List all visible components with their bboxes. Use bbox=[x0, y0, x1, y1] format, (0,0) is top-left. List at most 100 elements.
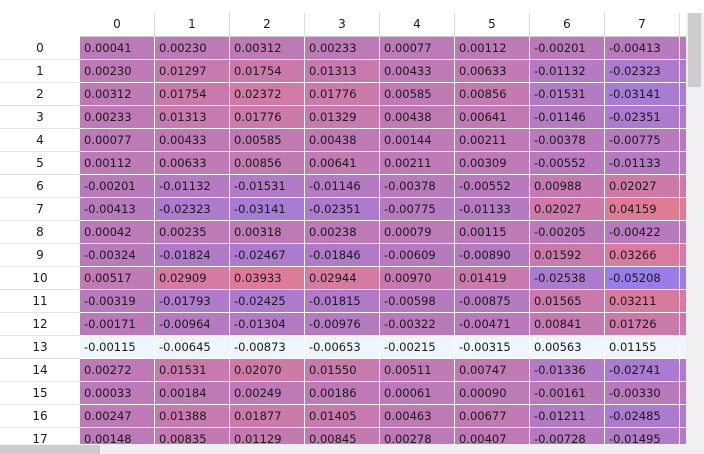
row-header[interactable]: 11 bbox=[0, 290, 80, 313]
table-row[interactable]: 3 0.00233 0.01313 0.01776 0.01329 0.00438 0.00… bbox=[0, 106, 686, 129]
table-cell[interactable]: -0.01133 bbox=[605, 152, 680, 175]
table-cell[interactable]: -0.00552 bbox=[455, 175, 530, 198]
table-cell[interactable]: 0.02070 bbox=[230, 359, 305, 382]
table-cell[interactable]: 0.00230 bbox=[80, 60, 155, 83]
table-cell[interactable]: 0.00211 bbox=[455, 129, 530, 152]
table-cell[interactable]: 0.00309 bbox=[455, 152, 530, 175]
table-cell[interactable]: -0.00471 bbox=[455, 313, 530, 336]
row-header[interactable]: 5 bbox=[0, 152, 80, 175]
table-cell[interactable]: -0.02323 bbox=[605, 60, 680, 83]
table-cell[interactable]: 0.01726 bbox=[605, 313, 680, 336]
table-cell[interactable]: -0.00315 bbox=[455, 336, 530, 359]
table-cell[interactable]: -0.00115 bbox=[80, 336, 155, 359]
table-cell[interactable]: 0.01550 bbox=[305, 359, 380, 382]
table-cell[interactable]: 0.00184 bbox=[155, 382, 230, 405]
table-cell[interactable]: -0.01531 bbox=[530, 83, 605, 106]
table-cell[interactable]: -0.00330 bbox=[605, 382, 680, 405]
table-cell[interactable]: -0.01146 bbox=[530, 106, 605, 129]
table-cell[interactable]: 0.03266 bbox=[605, 244, 680, 267]
table-cell[interactable]: -0.02351 bbox=[605, 106, 680, 129]
table-cell[interactable]: 0.01754 bbox=[155, 83, 230, 106]
table-cell[interactable]: -0.02538 bbox=[530, 267, 605, 290]
table-cell[interactable]: 0.00633 bbox=[155, 152, 230, 175]
table-cell[interactable]: -0.01133 bbox=[455, 198, 530, 221]
table-cell[interactable]: 0.01776 bbox=[305, 83, 380, 106]
table-cell[interactable]: -0.00413 bbox=[80, 198, 155, 221]
table-cell[interactable]: 0.00272 bbox=[80, 359, 155, 382]
table-cell[interactable]: 0.02027 bbox=[530, 198, 605, 221]
table-cell[interactable]: 0.01754 bbox=[230, 60, 305, 83]
column-header[interactable]: 1 bbox=[155, 13, 230, 37]
table-cell[interactable]: -0.01146 bbox=[305, 175, 380, 198]
column-header[interactable]: 7 bbox=[605, 13, 680, 37]
table-cell[interactable]: 0.00641 bbox=[305, 152, 380, 175]
table-cell[interactable]: 0.00563 bbox=[530, 336, 605, 359]
table-cell[interactable]: 0.00641 bbox=[455, 106, 530, 129]
table-cell[interactable]: 0.00463 bbox=[380, 405, 455, 428]
table-row[interactable]: 11 -0.00319 -0.01793 -0.02425 -0.01815 -0.005… bbox=[0, 290, 686, 313]
table-cell[interactable]: 0.00079 bbox=[380, 221, 455, 244]
table-cell[interactable]: 0.01405 bbox=[305, 405, 380, 428]
table-cell[interactable]: 0.00090 bbox=[455, 382, 530, 405]
table-cell[interactable]: -0.00324 bbox=[80, 244, 155, 267]
table-cell[interactable]: -0.00319 bbox=[80, 290, 155, 313]
table-cell[interactable]: 0.00407 bbox=[455, 428, 530, 444]
column-header[interactable]: 4 bbox=[380, 13, 455, 37]
table-row[interactable]: 13 -0.00115 -0.00645 -0.00873 -0.00653 -0.002… bbox=[0, 336, 686, 359]
table-cell[interactable]: 0.01419 bbox=[455, 267, 530, 290]
table-cell[interactable]: 0.01877 bbox=[230, 405, 305, 428]
table-row[interactable]: 6 -0.00201 -0.01132 -0.01531 -0.01146 -0.0037… bbox=[0, 175, 686, 198]
table-row[interactable]: 0 0.00041 0.00230 0.00312 0.00233 0.00077 0.00… bbox=[0, 37, 686, 60]
table-cell[interactable]: -0.01304 bbox=[230, 313, 305, 336]
table-cell[interactable]: 0.01313 bbox=[155, 106, 230, 129]
table-cell[interactable]: 0.00144 bbox=[380, 129, 455, 152]
table-cell[interactable]: -0.01824 bbox=[155, 244, 230, 267]
table-cell[interactable]: 0.01531 bbox=[155, 359, 230, 382]
table-cell[interactable]: 0.00247 bbox=[80, 405, 155, 428]
table-cell[interactable]: 0.00517 bbox=[80, 267, 155, 290]
table-cell[interactable]: 0.00077 bbox=[380, 37, 455, 60]
table-cell[interactable]: 0.01129 bbox=[230, 428, 305, 444]
table-cell[interactable]: 0.00845 bbox=[305, 428, 380, 444]
row-header[interactable]: 10 bbox=[0, 267, 80, 290]
table-row[interactable]: 2 0.00312 0.01754 0.02372 0.01776 0.00585 0.00… bbox=[0, 83, 686, 106]
table-cell[interactable]: 0.01592 bbox=[530, 244, 605, 267]
row-header[interactable]: 1 bbox=[0, 60, 80, 83]
row-header[interactable]: 7 bbox=[0, 198, 80, 221]
table-cell[interactable]: 0.00112 bbox=[455, 37, 530, 60]
table-cell[interactable]: -0.02467 bbox=[230, 244, 305, 267]
table-cell[interactable]: 0.01297 bbox=[155, 60, 230, 83]
table-cell[interactable]: -0.01132 bbox=[530, 60, 605, 83]
column-header[interactable]: 3 bbox=[305, 13, 380, 37]
row-header[interactable]: 2 bbox=[0, 83, 80, 106]
horizontal-scrollbar[interactable] bbox=[0, 444, 704, 454]
table-cell[interactable]: -0.00322 bbox=[380, 313, 455, 336]
row-header[interactable]: 8 bbox=[0, 221, 80, 244]
table-cell[interactable]: -0.01793 bbox=[155, 290, 230, 313]
table-cell[interactable]: -0.03141 bbox=[605, 83, 680, 106]
vertical-scrollbar-thumb[interactable] bbox=[688, 13, 701, 87]
table-cell[interactable]: 0.00115 bbox=[455, 221, 530, 244]
table-cell[interactable]: 0.00230 bbox=[155, 37, 230, 60]
table-cell[interactable]: -0.00378 bbox=[530, 129, 605, 152]
table-cell[interactable]: 0.00318 bbox=[230, 221, 305, 244]
row-header[interactable]: 14 bbox=[0, 359, 80, 382]
table-cell[interactable]: -0.00171 bbox=[80, 313, 155, 336]
table-cell[interactable]: 0.00511 bbox=[380, 359, 455, 382]
table-cell[interactable]: -0.01336 bbox=[530, 359, 605, 382]
table-cell[interactable]: -0.05208 bbox=[605, 267, 680, 290]
table-cell[interactable]: 0.00041 bbox=[80, 37, 155, 60]
table-cell[interactable]: 0.00433 bbox=[380, 60, 455, 83]
table-cell[interactable]: 0.00312 bbox=[80, 83, 155, 106]
table-cell[interactable]: -0.00161 bbox=[530, 382, 605, 405]
table-cell[interactable]: -0.00775 bbox=[380, 198, 455, 221]
table-cell[interactable]: 0.00856 bbox=[230, 152, 305, 175]
table-cell[interactable]: 0.00211 bbox=[380, 152, 455, 175]
table-cell[interactable]: -0.00552 bbox=[530, 152, 605, 175]
table-cell[interactable]: 0.00233 bbox=[305, 37, 380, 60]
horizontal-scrollbar-thumb[interactable] bbox=[0, 445, 100, 454]
row-header[interactable]: 15 bbox=[0, 382, 80, 405]
table-cell[interactable]: 0.00841 bbox=[530, 313, 605, 336]
row-header[interactable]: 6 bbox=[0, 175, 80, 198]
row-header[interactable]: 9 bbox=[0, 244, 80, 267]
